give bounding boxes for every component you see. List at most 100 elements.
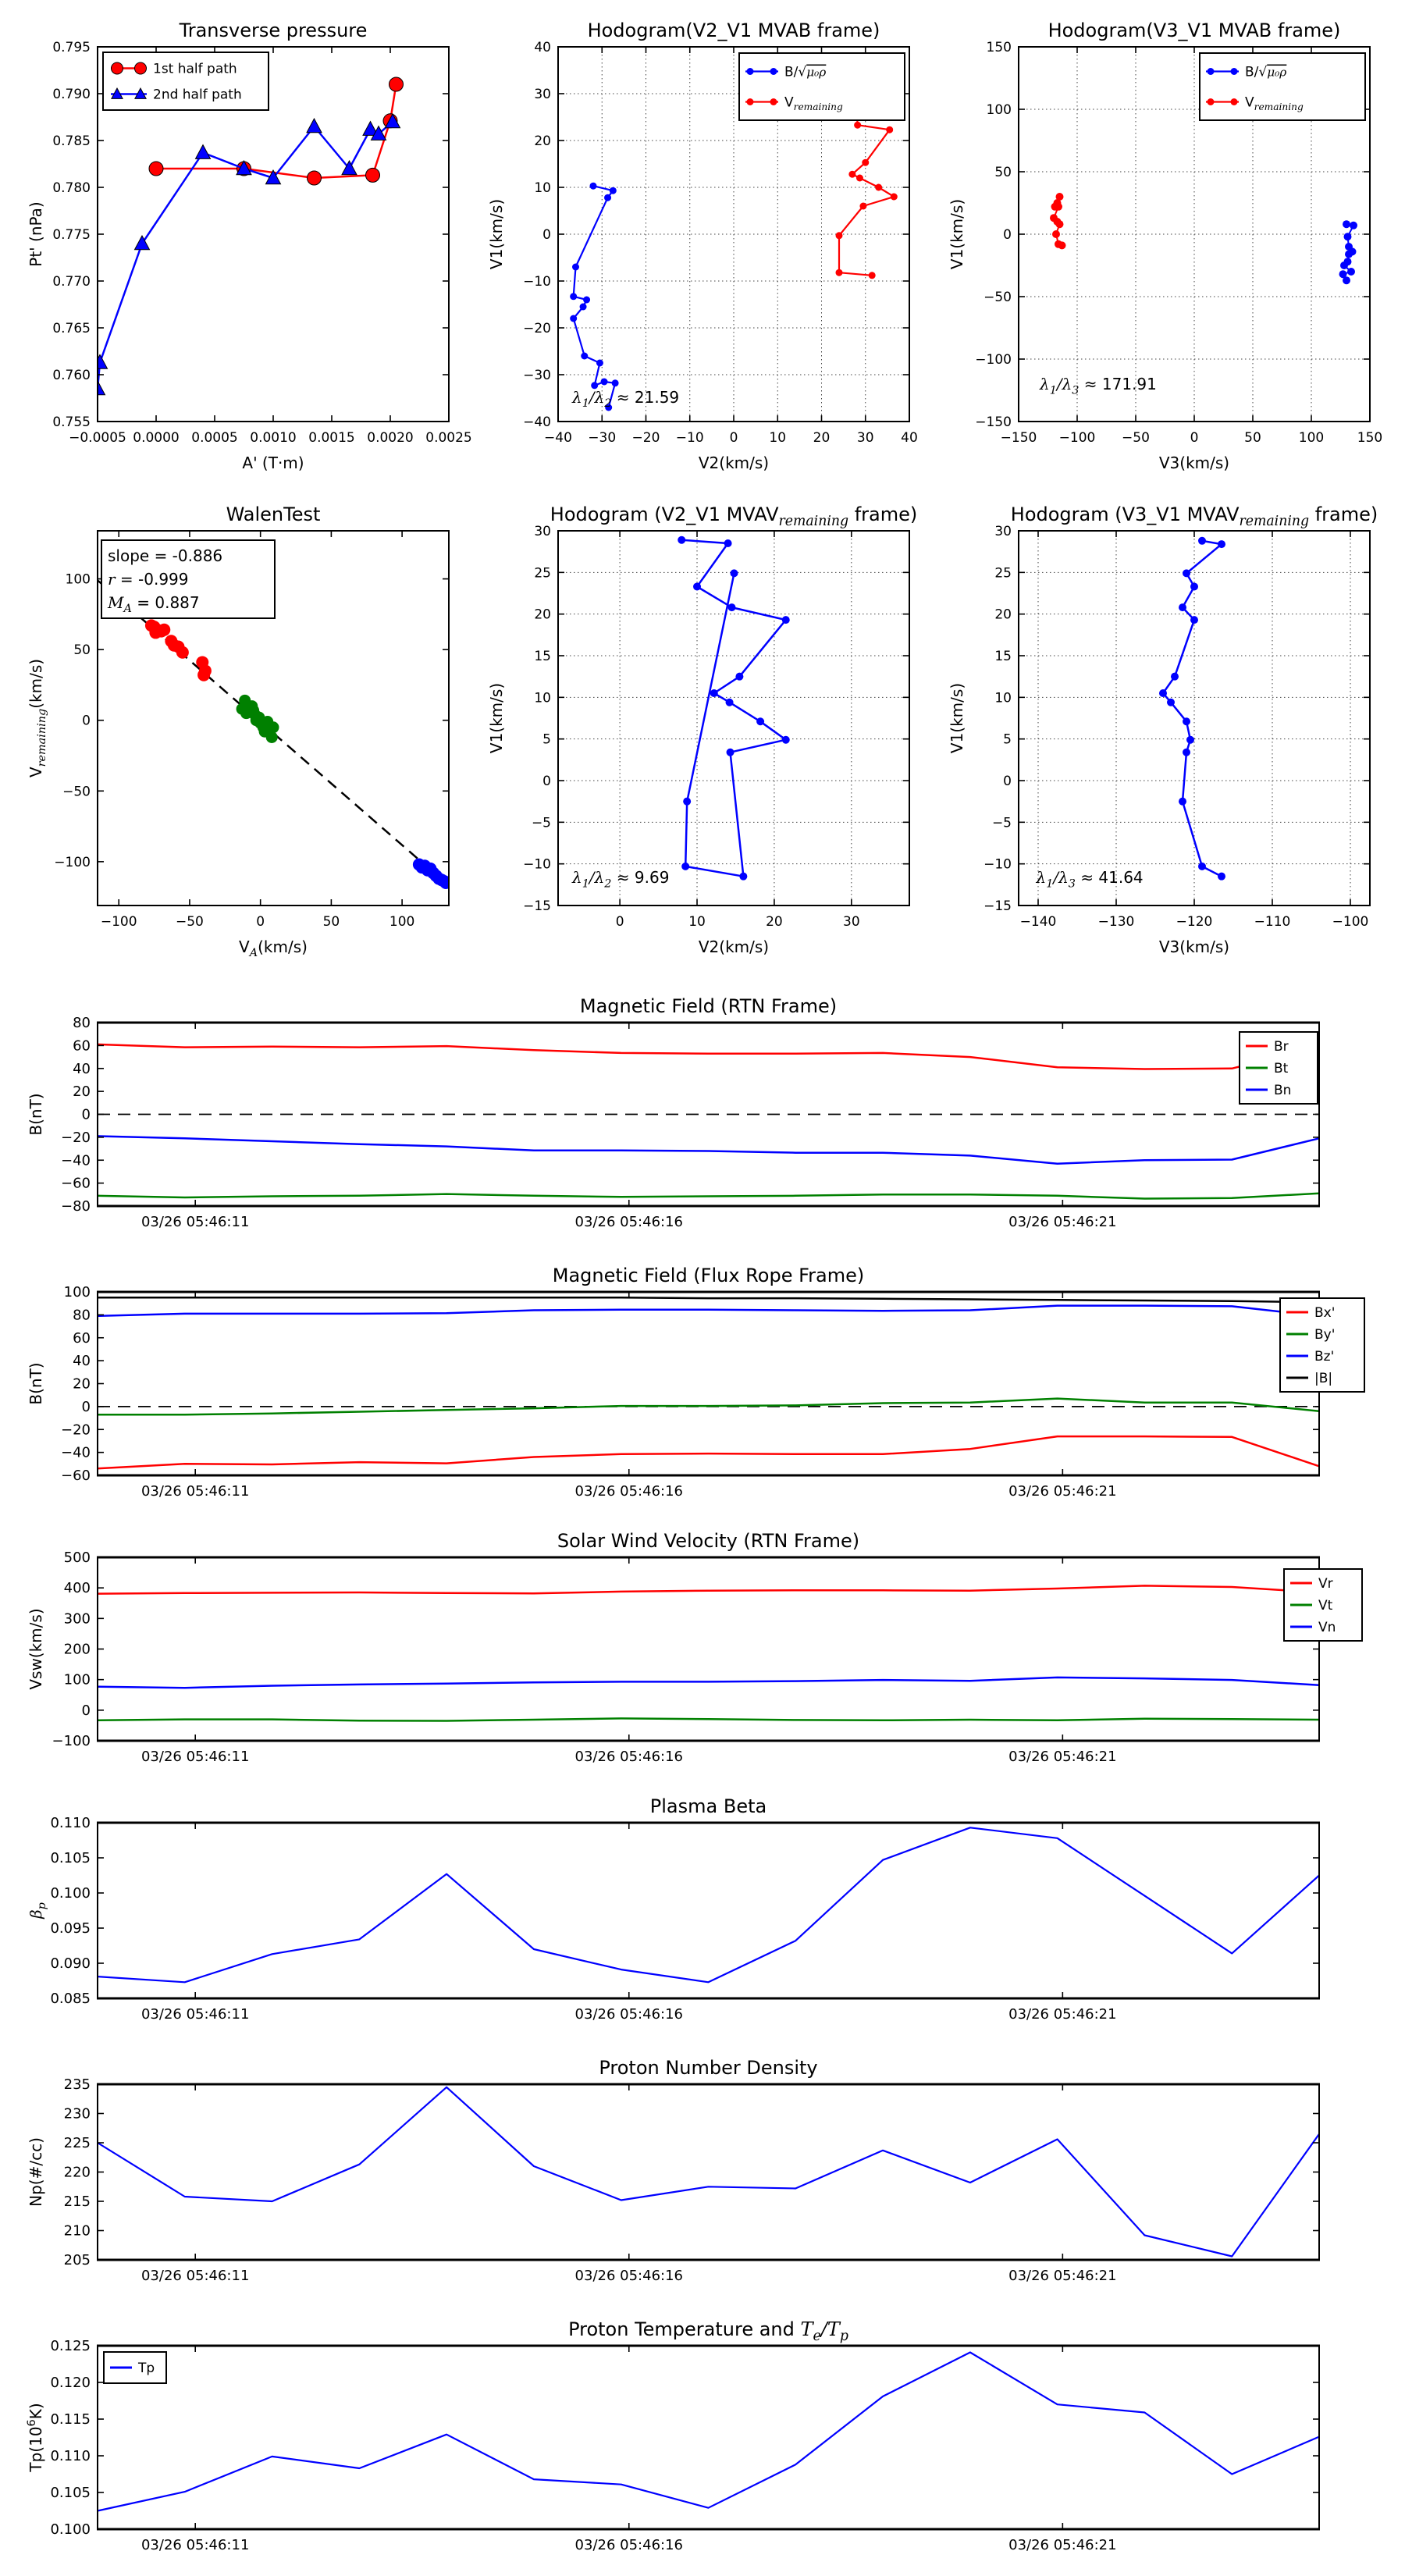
dot-marker [1179, 797, 1186, 806]
magnetic-field-flux-rope-legend-box [1279, 1297, 1365, 1393]
magnetic-field-rtn-ytick-label: −60 [61, 1176, 91, 1192]
hodogram-v3v1-mvav-ylabel: V1(km/s) [948, 683, 966, 753]
panel-solar-wind-velocity: 03/26 05:46:11 03/26 05:46:16 03/26 05:46:… [27, 1530, 1363, 1765]
circle-marker [389, 76, 404, 92]
magnetic-field-rtn-series-Bt [97, 1192, 1320, 1200]
proton-temperature-ytick-label: 0.110 [50, 2448, 91, 2464]
dot-marker [890, 193, 898, 201]
hodogram-v3v1-mvab-xtick-label: 150 [1357, 430, 1382, 446]
dot-marker [746, 68, 754, 75]
solar-wind-velocity-ytick-label: 400 [64, 1580, 91, 1596]
dot-marker [770, 68, 777, 75]
hodogram-v3v1-mvav-xtick-label: −130 [1098, 914, 1135, 930]
walen-test-ylabel: Vremaining(km/s) [27, 659, 48, 777]
plasma-beta-ytick-label: 0.090 [50, 1955, 91, 1972]
dot-marker [1171, 672, 1179, 681]
dot-marker [1218, 872, 1225, 881]
dot-marker [572, 263, 579, 271]
dot-marker [693, 582, 702, 591]
transverse-pressure-ytick-label: 0.770 [52, 274, 91, 290]
hodogram-v2v1-mvab-xtick-label: −20 [632, 430, 660, 446]
magnetic-field-flux-rope-ytick-label: 0 [82, 1399, 91, 1415]
dot-marker [727, 603, 736, 612]
hodogram-v3v1-mvab-xtick-label: −100 [1059, 430, 1096, 446]
transverse-pressure-legend-label: 1st half path [153, 62, 237, 77]
walen-test-ytick-label: 100 [66, 572, 91, 588]
hodogram-v2v1-mvab-ytick-label: −20 [523, 321, 551, 336]
dot-marker [854, 121, 862, 129]
dot-marker [176, 646, 189, 659]
triangle-marker [194, 144, 212, 159]
hodogram-v2v1-mvav-ytick-label: −10 [523, 857, 551, 873]
dot-marker [609, 187, 617, 194]
proton-temperature-xtick-label: 03/26 05:46:16 [575, 2537, 683, 2553]
proton-temperature-ytick-label: 0.115 [50, 2411, 91, 2428]
hodogram-v3v1-mvav-xlabel: V3(km/s) [1159, 938, 1229, 956]
hodogram-v3v1-mvab-ytick-label: 0 [1003, 227, 1012, 243]
hodogram-v2v1-mvav-xtick-label: 20 [766, 914, 783, 930]
solar-wind-velocity-series-Vn [97, 1676, 1320, 1689]
dot-marker [875, 183, 883, 191]
magnetic-field-flux-rope-legend-label: Bz' [1314, 1349, 1334, 1364]
triangle-marker [370, 125, 387, 141]
proton-number-density-ytick-label: 205 [64, 2252, 91, 2268]
hodogram-v3v1-mvab-xtick-label: 50 [1244, 430, 1261, 446]
transverse-pressure-xtick-label: 0.0020 [367, 430, 413, 446]
dot-marker [735, 672, 744, 681]
panel-hodogram-v3v1-mvab: −150 −100 −50 0 50 100 150 −150 −100 −50 0 50 100 150… [948, 20, 1382, 472]
dot-marker [835, 269, 843, 276]
hodogram-v3v1-mvab-xtick-label: −150 [1001, 430, 1037, 446]
hodogram-v2v1-mvav-ylabel: V1(km/s) [487, 683, 506, 753]
dot-marker [868, 272, 876, 279]
plasma-beta-ytick-label: 0.100 [50, 1885, 91, 1902]
transverse-pressure-ylabel: Pt' (nPa) [27, 201, 45, 266]
hodogram-v2v1-mvab-xtick-label: −40 [544, 430, 572, 446]
magnetic-field-rtn-xtick-label: 03/26 05:46:21 [1008, 1214, 1116, 1230]
hodogram-v3v1-mvab-ytick-label: −50 [984, 290, 1012, 305]
transverse-pressure-ytick-label: 0.775 [52, 227, 91, 243]
solar-wind-velocity-ytick-label: 300 [64, 1610, 91, 1627]
hodogram-v3v1-mvab-xtick-label: −50 [1122, 430, 1150, 446]
magnetic-field-rtn-ytick-label: −80 [61, 1198, 91, 1215]
dot-marker [1183, 748, 1190, 756]
hodogram-v2v1-mvav-ytick-label: 5 [542, 732, 551, 748]
dot-marker [1343, 276, 1350, 285]
solar-wind-velocity-ytick-label: 500 [64, 1550, 91, 1566]
dot-marker [1183, 717, 1190, 726]
magnetic-field-rtn-ytick-label: 40 [73, 1061, 91, 1077]
hodogram-v2v1-mvab-ytick-label: 40 [534, 40, 551, 55]
hodogram-v2v1-mvab-xtick-label: 20 [813, 430, 831, 446]
magnetic-field-flux-rope-title: Magnetic Field (Flux Rope Frame) [553, 1265, 864, 1286]
plasma-beta-xtick-label: 03/26 05:46:11 [141, 2006, 249, 2023]
triangle-marker [384, 112, 401, 129]
magnetic-field-rtn-ylabel: B(nT) [27, 1093, 45, 1135]
triangle-marker [236, 159, 252, 176]
hodogram-v2v1-mvav-ytick-label: 25 [534, 565, 551, 581]
triangle-marker [134, 87, 147, 99]
magnetic-field-flux-rope-xtick-label: 03/26 05:46:16 [575, 1483, 683, 1500]
dot-marker [781, 735, 790, 744]
hodogram-v2v1-mvav-plot-area [558, 531, 909, 906]
hodogram-v3v1-mvab-xtick-label: 100 [1299, 430, 1324, 446]
dot-marker [591, 382, 599, 390]
plasma-beta-ylabel: βp [27, 1902, 48, 1920]
hodogram-v3v1-mvav-annotation: λ1/λ3 ≈ 41.64 [1036, 868, 1144, 890]
solar-wind-velocity-legend-label: Vt [1318, 1598, 1333, 1614]
walen-test-infobox-line: MA = 0.887 [107, 593, 200, 615]
magnetic-field-flux-rope-xtick-label: 03/26 05:46:11 [141, 1483, 249, 1500]
proton-temperature-ylabel: Tp(106K) [26, 2403, 45, 2472]
magnetic-field-rtn-ytick-label: −40 [61, 1152, 91, 1169]
dot-marker [1345, 250, 1353, 258]
dot-marker [439, 877, 450, 890]
transverse-pressure-legend-box [102, 52, 269, 111]
magnetic-field-flux-rope-ytick-label: 60 [73, 1330, 91, 1347]
hodogram-v3v1-mvab-xtick-label: 0 [1190, 430, 1199, 446]
solar-wind-velocity-ytick-label: 200 [64, 1642, 91, 1658]
magnetic-field-rtn-series-Br [97, 1043, 1320, 1070]
hodogram-v3v1-mvab-xlabel: V3(km/s) [1159, 454, 1229, 472]
proton-number-density-ytick-label: 210 [64, 2223, 91, 2240]
proton-number-density-ylabel: Np(#/cc) [27, 2137, 45, 2207]
plasma-beta-ytick-label: 0.110 [50, 1815, 91, 1831]
magnetic-field-rtn-legend-label: Bt [1274, 1061, 1289, 1076]
proton-number-density-plot-area [98, 2084, 1319, 2260]
